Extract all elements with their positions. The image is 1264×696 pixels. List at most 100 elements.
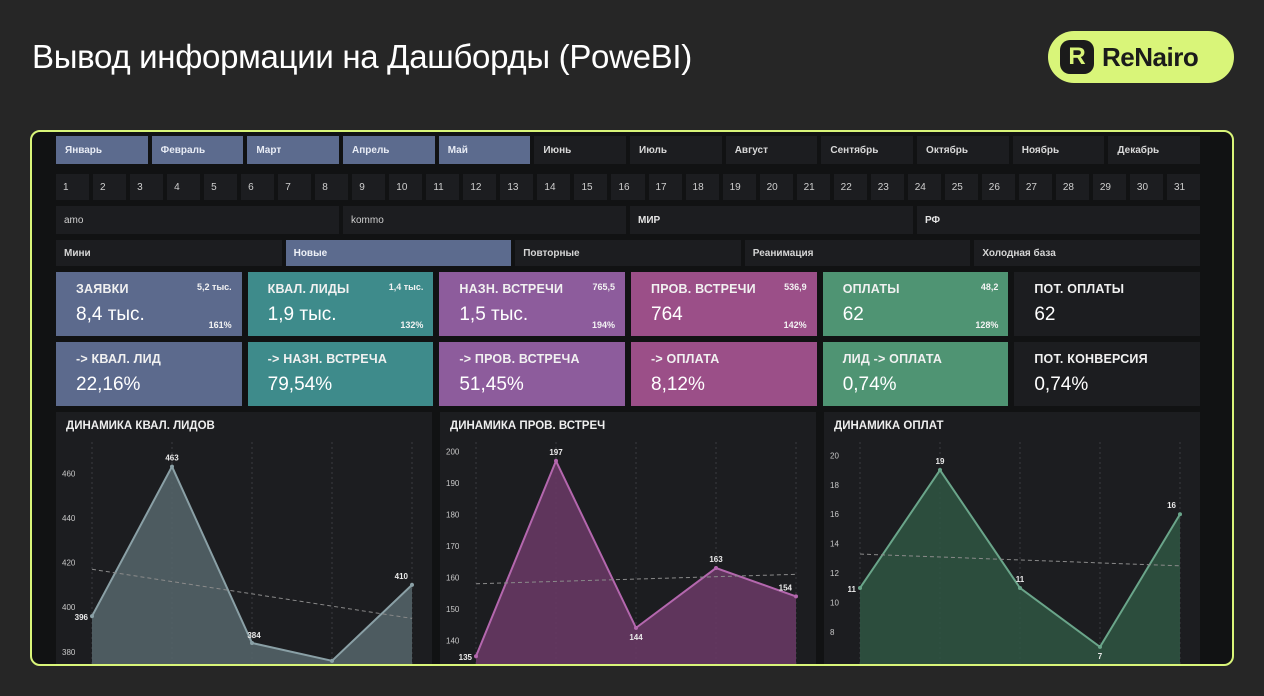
kpi-percent: 128% xyxy=(975,320,999,330)
day-button[interactable]: 7 xyxy=(278,174,312,200)
month-button[interactable]: Сентябрь xyxy=(821,136,914,164)
day-button[interactable]: 4 xyxy=(167,174,201,200)
day-button[interactable]: 11 xyxy=(426,174,460,200)
day-button[interactable]: 26 xyxy=(981,174,1015,200)
kpi-label: ЗАЯВКИ xyxy=(76,282,129,296)
data-point xyxy=(634,625,638,630)
client-type-button[interactable]: Новые xyxy=(285,240,512,266)
kpi-value: 62 xyxy=(1034,304,1056,325)
y-tick-label: 8 xyxy=(830,628,835,637)
conversion-card: -> НАЗН. ВСТРЕЧА 79,54% xyxy=(247,342,434,406)
data-point xyxy=(794,594,798,599)
day-button[interactable]: 18 xyxy=(685,174,719,200)
y-tick-label: 170 xyxy=(446,542,460,551)
client-type-button[interactable]: Реанимация xyxy=(744,240,971,266)
client-type-button[interactable]: Повторные xyxy=(515,240,741,266)
day-button[interactable]: 8 xyxy=(315,174,349,200)
area-fill xyxy=(476,460,796,664)
kpi-value: 764 xyxy=(651,304,683,325)
charts-row: ДИНАМИКА КВАЛ. ЛИДОВ 380 400 420 440 460 396 46… xyxy=(56,412,1200,664)
conversion-value: 51,45% xyxy=(459,374,524,395)
data-point xyxy=(170,464,174,469)
kpi-label: ПОТ. ОПЛАТЫ xyxy=(1034,282,1125,296)
day-button[interactable]: 28 xyxy=(1055,174,1089,200)
data-point xyxy=(554,458,558,463)
day-button[interactable]: 24 xyxy=(907,174,941,200)
conversion-cards-row: -> КВАЛ. ЛИД 22,16% -> НАЗН. ВСТРЕЧА 79,54%… xyxy=(56,342,1201,406)
data-label: 410 xyxy=(395,572,409,581)
logo-mark-icon: R xyxy=(1060,40,1094,74)
kpi-value: 1,9 тыс. xyxy=(267,304,337,325)
month-button[interactable]: Октябрь xyxy=(917,136,1009,164)
source-slicer: amo kommo МИР РФ xyxy=(56,206,1200,234)
data-label: 135 xyxy=(459,653,473,662)
month-button[interactable]: Февраль xyxy=(151,136,244,164)
data-label: 11 xyxy=(848,585,857,594)
day-slicer: 1 2 3 4 5 6 7 8 9 10 11 12 13 14 15 16 17 18 19 20 21 22 23 24 2… xyxy=(56,174,1200,200)
day-button[interactable]: 30 xyxy=(1129,174,1163,200)
day-button[interactable]: 29 xyxy=(1092,174,1126,200)
data-point xyxy=(330,658,334,663)
day-button[interactable]: 23 xyxy=(870,174,904,200)
client-type-button[interactable]: Холодная база xyxy=(974,240,1200,266)
line-area-chart: ДИНАМИКА КВАЛ. ЛИДОВ 380 400 420 440 460 396 46… xyxy=(56,412,432,664)
data-point xyxy=(90,614,94,619)
month-button[interactable]: Ноябрь xyxy=(1012,136,1105,164)
source-button[interactable]: amo xyxy=(56,206,339,234)
day-button[interactable]: 1 xyxy=(56,174,90,200)
month-slicer: Январь Февраль Март Апрель Май Июнь Июль Август… xyxy=(56,136,1201,164)
day-button[interactable]: 17 xyxy=(648,174,682,200)
conversion-value: 0,74% xyxy=(842,374,897,395)
day-button[interactable]: 10 xyxy=(389,174,423,200)
kpi-compare-value: 48,2 xyxy=(980,282,999,292)
kpi-percent: 194% xyxy=(591,320,616,330)
month-button[interactable]: Июль xyxy=(630,136,722,164)
day-button[interactable]: 16 xyxy=(611,174,645,200)
month-button[interactable]: Август xyxy=(725,136,818,164)
day-button[interactable]: 12 xyxy=(463,174,497,200)
conversion-label: -> ОПЛАТА xyxy=(651,352,720,366)
day-button[interactable]: 14 xyxy=(537,174,571,200)
area-fill xyxy=(860,470,1180,664)
day-button[interactable]: 20 xyxy=(759,174,793,200)
source-button[interactable]: kommo xyxy=(343,206,626,234)
conversion-value: 79,54% xyxy=(267,374,333,395)
data-label: 163 xyxy=(709,555,723,564)
conversion-value: 8,12% xyxy=(651,374,705,395)
day-button[interactable]: 5 xyxy=(204,174,238,200)
day-button[interactable]: 31 xyxy=(1166,174,1200,200)
day-button[interactable]: 22 xyxy=(833,174,867,200)
source-button[interactable]: РФ xyxy=(917,206,1200,234)
kpi-value: 62 xyxy=(842,304,864,325)
day-button[interactable]: 13 xyxy=(500,174,534,200)
day-button[interactable]: 25 xyxy=(944,174,978,200)
kpi-card: ПРОВ. ВСТРЕЧИ 764 536,9 142% xyxy=(631,272,817,336)
month-button[interactable]: Март xyxy=(247,136,340,164)
day-button[interactable]: 19 xyxy=(722,174,756,200)
month-button[interactable]: Июнь xyxy=(534,136,627,164)
kpi-percent: 142% xyxy=(783,320,807,330)
client-type-button[interactable]: Мини xyxy=(56,240,282,266)
data-label: 16 xyxy=(1167,501,1176,510)
data-label: 384 xyxy=(247,631,261,640)
trend-line xyxy=(859,553,1181,567)
data-label: 154 xyxy=(779,583,793,592)
brand-logo: R ReNairo xyxy=(1048,31,1234,83)
month-button[interactable]: Май xyxy=(438,136,531,164)
day-button[interactable]: 27 xyxy=(1018,174,1052,200)
day-button[interactable]: 21 xyxy=(796,174,830,200)
day-button[interactable]: 3 xyxy=(130,174,164,200)
month-button[interactable]: Январь xyxy=(56,136,148,164)
day-button[interactable]: 15 xyxy=(574,174,608,200)
day-button[interactable]: 6 xyxy=(241,174,275,200)
data-point xyxy=(410,582,414,587)
kpi-label: ОПЛАТЫ xyxy=(842,282,900,296)
month-button[interactable]: Декабрь xyxy=(1108,136,1201,164)
kpi-label: ПРОВ. ВСТРЕЧИ xyxy=(651,282,756,296)
conversion-card: -> КВАЛ. ЛИД 22,16% xyxy=(56,342,242,406)
chart-title: ДИНАМИКА КВАЛ. ЛИДОВ xyxy=(66,420,215,432)
month-button[interactable]: Апрель xyxy=(343,136,435,164)
source-button[interactable]: МИР xyxy=(630,206,913,234)
day-button[interactable]: 2 xyxy=(93,174,127,200)
day-button[interactable]: 9 xyxy=(352,174,386,200)
